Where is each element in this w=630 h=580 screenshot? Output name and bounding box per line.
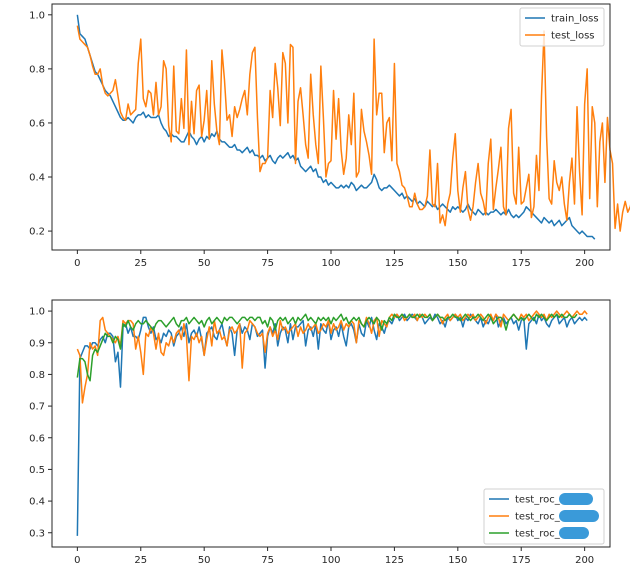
y-tick-label: 0.8 bbox=[29, 370, 45, 381]
series-line-1-1 bbox=[76, 310, 588, 404]
legend: train_loss test_loss bbox=[519, 7, 605, 47]
y-tick-label: 0.6 bbox=[29, 118, 45, 129]
y-tick-label: 1.0 bbox=[29, 10, 45, 21]
redaction-blob bbox=[559, 493, 593, 505]
roc-axes: 0 25 50 75 100 125 150 175 200 0.3 0.4 0.5 0.6 0.7 0.8… bbox=[29, 299, 611, 566]
legend-label: test_loss bbox=[551, 31, 595, 42]
y-tick-label: 0.9 bbox=[29, 338, 45, 349]
x-tick-label: 50 bbox=[198, 258, 211, 269]
series-line-1-2 bbox=[76, 313, 578, 382]
x-tick-label: 25 bbox=[134, 555, 147, 566]
redaction-blob bbox=[559, 510, 599, 522]
legend-label: test_roc_ bbox=[515, 529, 561, 540]
y-tick-label: 1.0 bbox=[29, 307, 45, 318]
x-tick-label: 150 bbox=[448, 258, 467, 269]
legend-label: train_loss bbox=[551, 14, 599, 25]
x-tick-label: 150 bbox=[448, 555, 467, 566]
legend-label: test_roc_ bbox=[515, 512, 561, 523]
y-tick-label: 0.4 bbox=[29, 173, 45, 184]
y-tick-label: 0.4 bbox=[29, 497, 45, 508]
y-tick-label: 0.8 bbox=[29, 64, 45, 75]
legend: test_roc_ test_roc_ test_roc_ bbox=[483, 488, 605, 545]
series-line-0-0 bbox=[76, 14, 596, 240]
x-tick-label: 175 bbox=[512, 555, 531, 566]
y-tick-label: 0.5 bbox=[29, 465, 45, 476]
x-tick-label: 200 bbox=[575, 258, 594, 269]
x-tick-label: 75 bbox=[261, 555, 274, 566]
x-tick-label: 125 bbox=[385, 258, 404, 269]
loss-axes: 0 25 50 75 100 125 150 175 200 0.2 0.4 0.6 0.8 1.0 tra… bbox=[29, 3, 630, 269]
x-tick-label: 200 bbox=[575, 555, 594, 566]
x-tick-label: 100 bbox=[321, 555, 340, 566]
x-tick-label: 175 bbox=[512, 258, 531, 269]
legend-label: test_roc_ bbox=[515, 495, 561, 506]
x-tick-label: 0 bbox=[74, 555, 80, 566]
y-tick-label: 0.6 bbox=[29, 433, 45, 444]
x-tick-label: 125 bbox=[385, 555, 404, 566]
redaction-blob bbox=[559, 527, 589, 539]
y-tick-label: 0.2 bbox=[29, 227, 45, 238]
x-tick-label: 25 bbox=[134, 258, 147, 269]
y-tick-label: 0.3 bbox=[29, 528, 45, 539]
x-tick-label: 75 bbox=[261, 258, 274, 269]
x-tick-label: 100 bbox=[321, 258, 340, 269]
x-tick-label: 50 bbox=[198, 555, 211, 566]
x-tick-label: 0 bbox=[74, 258, 80, 269]
series-line-0-1 bbox=[76, 25, 630, 232]
y-tick-label: 0.7 bbox=[29, 402, 45, 413]
